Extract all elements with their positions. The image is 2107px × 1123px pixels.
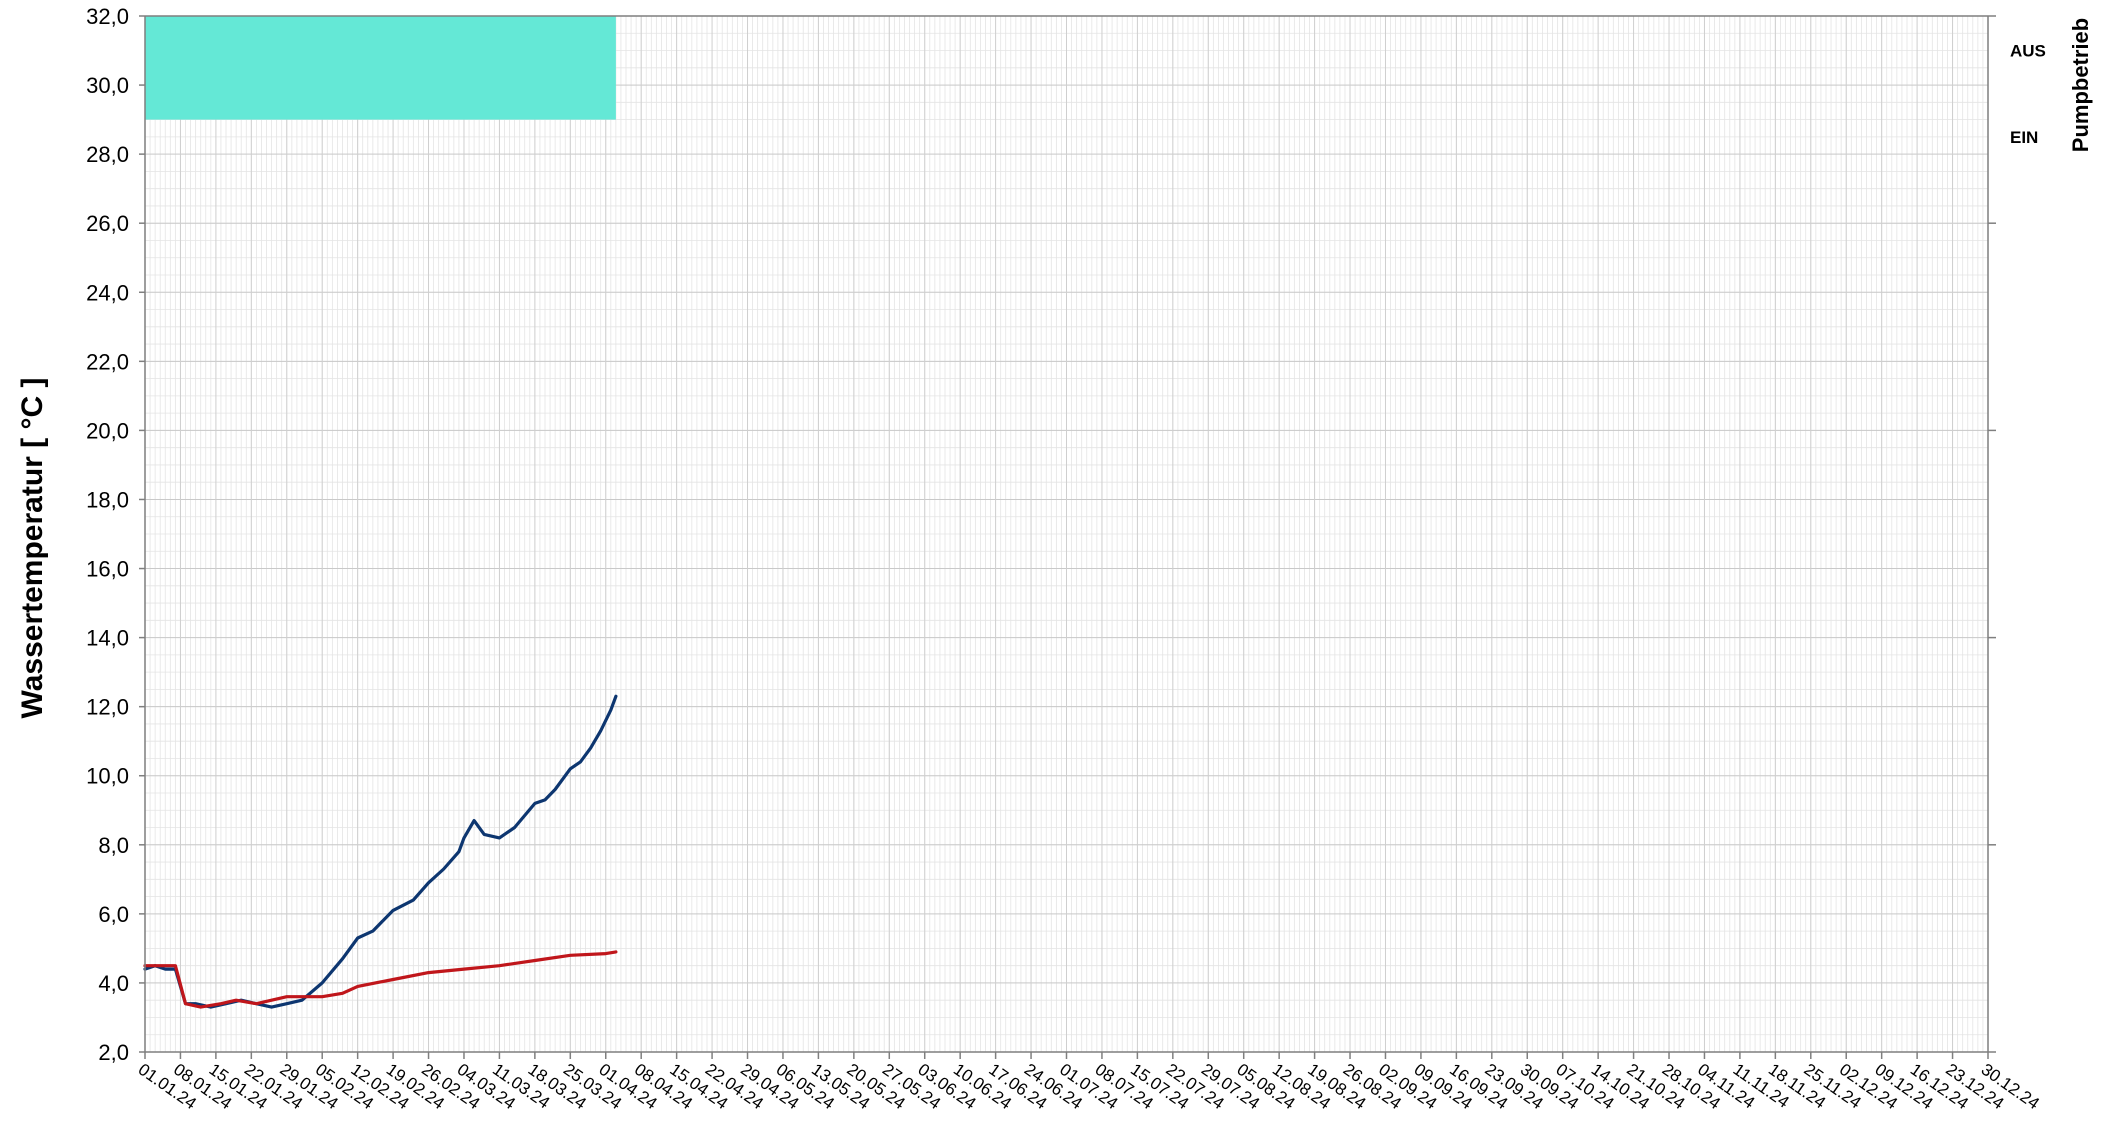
y-tick-label: 12,0	[86, 695, 129, 720]
series-line-2	[143, 950, 618, 1009]
x-tick-labels: 01.01.2408.01.2415.01.2422.01.2429.01.24…	[135, 1060, 2043, 1114]
y-tick-label: 8,0	[98, 833, 129, 858]
y-tick-label: 26,0	[86, 211, 129, 236]
y-tick-label: 28,0	[86, 142, 129, 167]
y-tick-label: 2,0	[98, 1040, 129, 1065]
y-tick-label: 30,0	[86, 73, 129, 98]
y-tick-label: 24,0	[86, 280, 129, 305]
right-axis-labels: AUS EIN	[2010, 42, 2046, 147]
pump-state-label-ein: EIN	[2010, 128, 2038, 147]
y-tick-label: 14,0	[86, 626, 129, 651]
y-tick-label: 22,0	[86, 349, 129, 374]
y-tick-label: 20,0	[86, 418, 129, 443]
pump-state-label-aus: AUS	[2010, 42, 2046, 61]
y-axis-title: Wassertemperatur [ °C ]	[16, 378, 49, 719]
series-layer	[143, 694, 618, 1009]
pump-band-layer	[145, 16, 616, 120]
y-tick-label: 16,0	[86, 557, 129, 582]
y-tick-label: 6,0	[98, 902, 129, 927]
y-tick-labels: 2,0 4,0 6,0 8,0 10,0 12,0 14,0 16,0 18,0 20,0 22,0…	[86, 4, 129, 1065]
major-gridlines	[144, 15, 1989, 1053]
y-tick-label: 10,0	[86, 764, 129, 789]
right-axis-title: Pumpbetrieb	[2068, 18, 2093, 152]
y-tick-label: 32,0	[86, 4, 129, 29]
y-tick-label: 18,0	[86, 487, 129, 512]
axes-layer	[139, 15, 1996, 1059]
pump-on-band	[145, 16, 616, 120]
y-tick-label: 4,0	[98, 971, 129, 996]
